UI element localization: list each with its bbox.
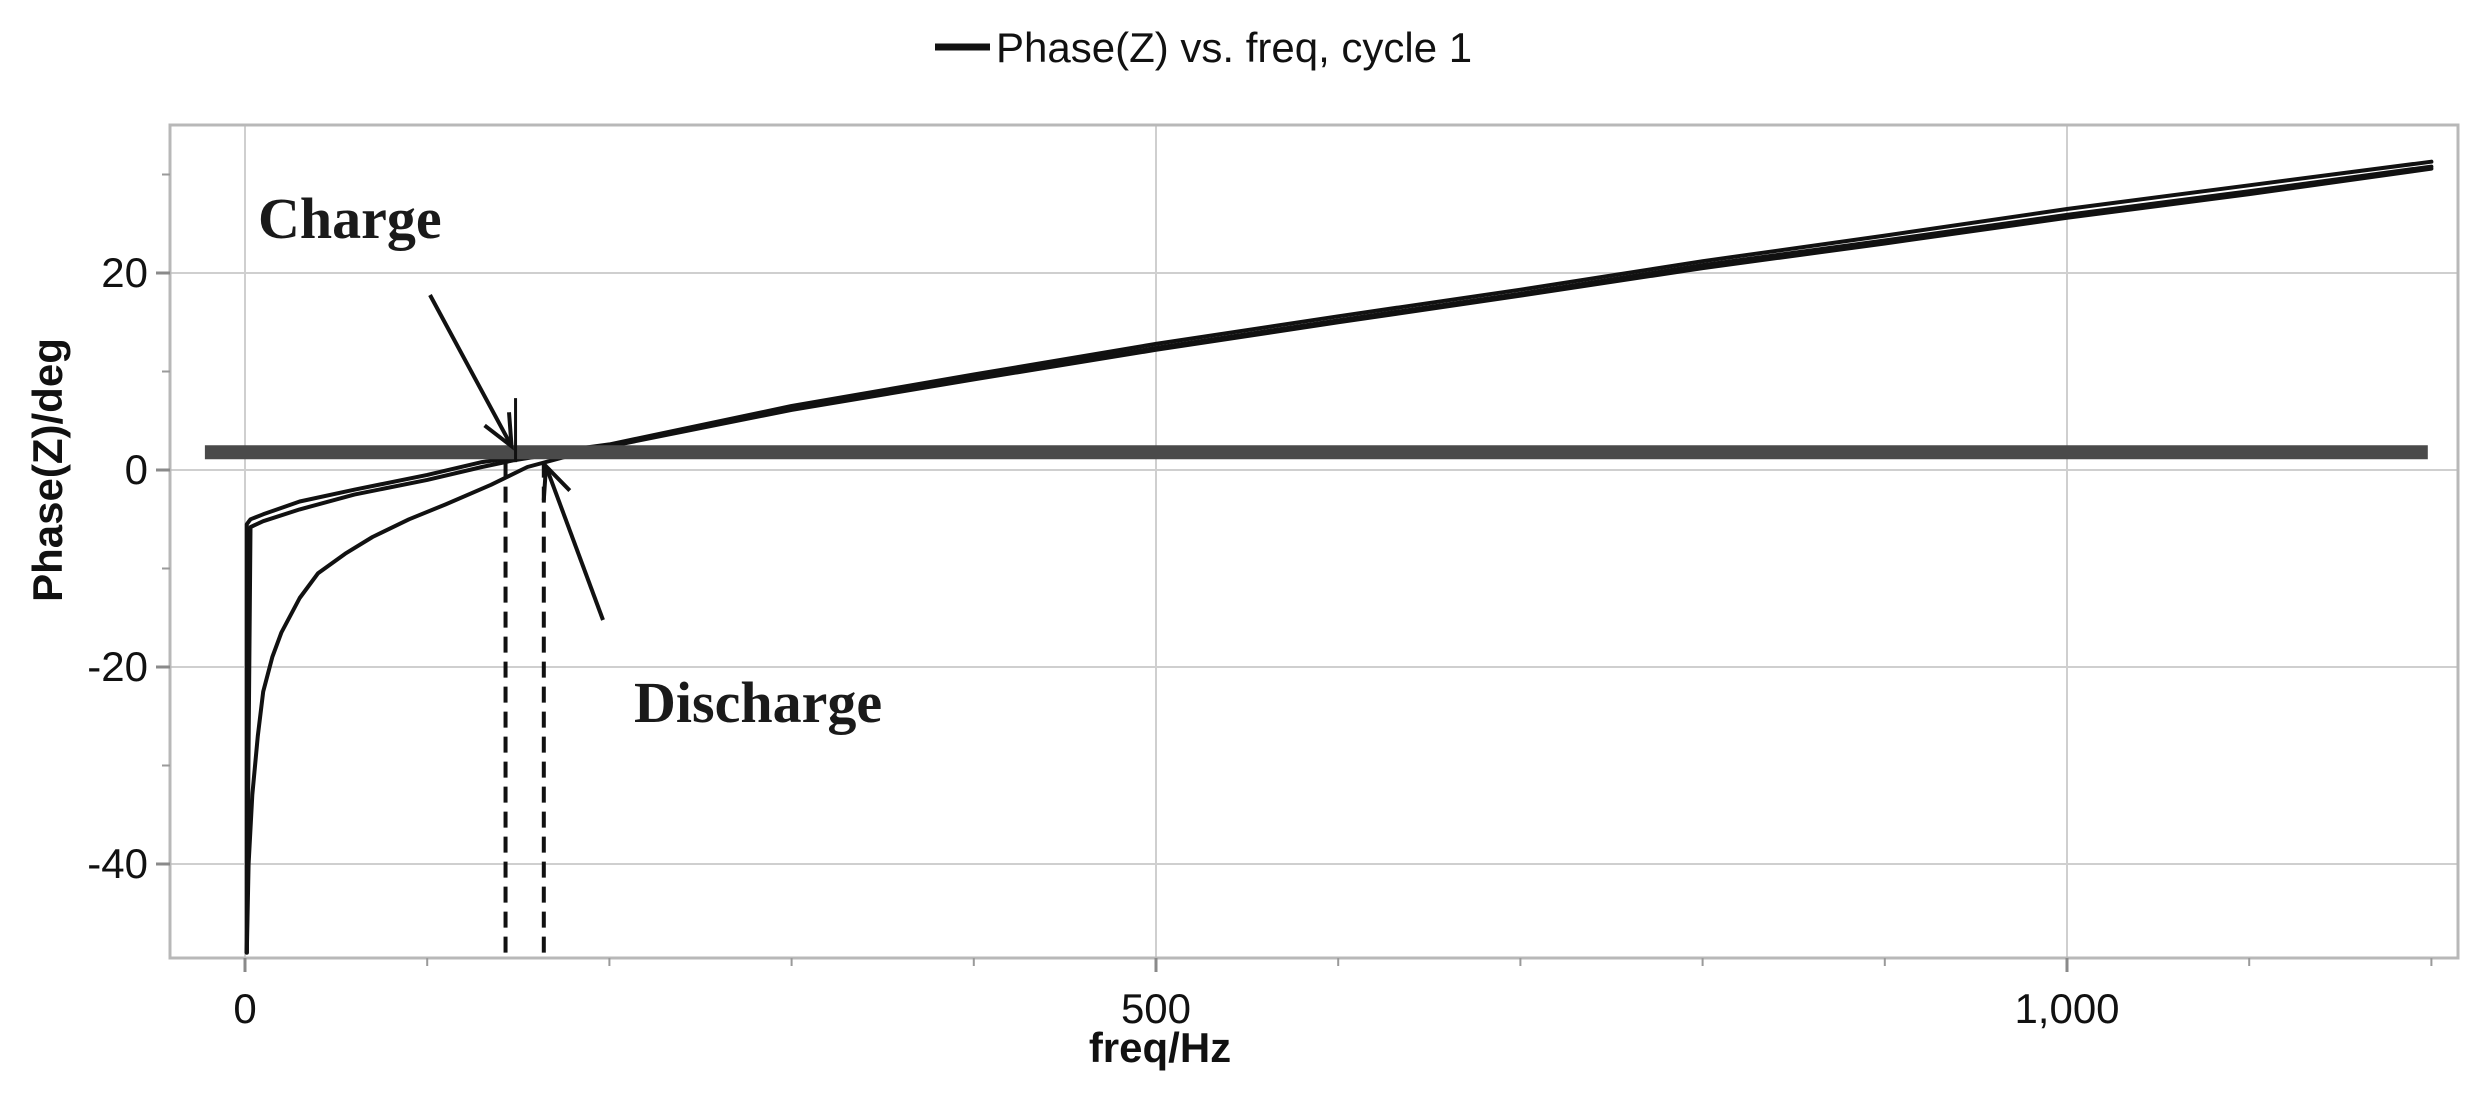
y-tick-label: 0 xyxy=(125,446,148,493)
series-line xyxy=(244,164,2434,955)
reference-lines xyxy=(503,452,546,953)
series-line xyxy=(244,166,2434,955)
y-axis-label: Phase(Z)/deg xyxy=(24,338,71,602)
x-tick-label: 1,000 xyxy=(2014,985,2119,1032)
annotation-layer: Charge Discharge xyxy=(258,186,882,735)
legend-label: Phase(Z) vs. freq, cycle 1 xyxy=(996,24,1472,71)
x-tick-label: 0 xyxy=(233,985,256,1032)
y-tick-label: 20 xyxy=(101,249,148,296)
charge-arrow-shaft xyxy=(428,294,514,448)
discharge-arrow-shaft xyxy=(544,465,605,621)
series-layer xyxy=(204,159,2434,955)
x-tick-label: 500 xyxy=(1121,985,1191,1032)
y-tick-label: -20 xyxy=(87,643,148,690)
annotation-discharge: Discharge xyxy=(634,670,882,735)
x-axis-label: freq/Hz xyxy=(1089,1024,1231,1071)
tick-layer: 0 500 1,000 -40 -20 0 20 xyxy=(87,173,2433,1032)
annotation-charge: Charge xyxy=(258,186,442,251)
discharge-arrow-head xyxy=(541,461,572,501)
charge-arrow-head xyxy=(483,412,514,451)
y-tick-label: -40 xyxy=(87,840,148,887)
plot-frame xyxy=(168,123,2460,960)
legend: Phase(Z) vs. freq, cycle 1 xyxy=(935,24,1472,71)
